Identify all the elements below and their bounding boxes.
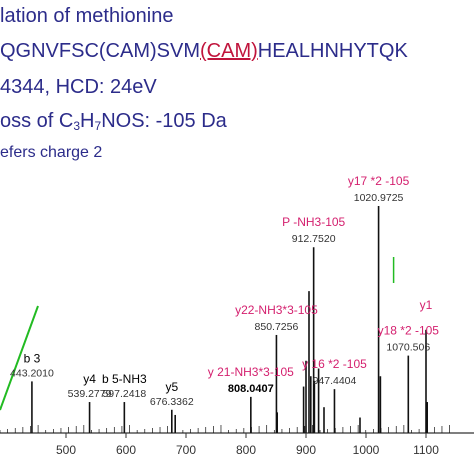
- ion-annotation-label: b 5-NH3: [102, 372, 147, 386]
- loss-sub-1: 3: [73, 119, 81, 133]
- sequence-highlight: (CAM): [200, 40, 258, 62]
- x-tick-label: 800: [236, 443, 256, 457]
- x-tick-label: 1000: [353, 443, 380, 457]
- ion-annotation-label: y 21-NH3*3-105: [208, 365, 294, 379]
- mz-value-label: 947.4404: [313, 375, 357, 387]
- ion-annotation-label: b 3: [24, 351, 41, 365]
- x-tick-label: 600: [116, 443, 136, 457]
- neutral-loss-line: oss of C3H7NOS: -105 Da: [0, 110, 227, 133]
- title-line-1: lation of methionine: [0, 5, 173, 28]
- mz-value-label: 1070.506: [386, 342, 430, 354]
- ion-annotation-label: y5: [165, 380, 178, 394]
- scan-info: 4344, HCD: 24eV: [0, 76, 157, 98]
- mz-value-label: 912.7520: [292, 233, 336, 245]
- ion-annotation-label: y4: [83, 372, 96, 386]
- ion-annotation-label: y17 *2 -105: [348, 174, 410, 188]
- x-tick-label: 900: [296, 443, 316, 457]
- peptide-sequence-line: QGNVFSC(CAM)SVM(CAM)HEALHNHYTQK: [0, 40, 408, 63]
- x-tick-label: 700: [176, 443, 196, 457]
- b3-green-marker: [0, 305, 39, 411]
- mz-value-label: 676.3362: [150, 396, 194, 408]
- scan-info-line: 4344, HCD: 24eV: [0, 76, 157, 99]
- loss-sub-2: 7: [94, 119, 102, 133]
- charge-note: efers charge 2: [0, 144, 103, 161]
- loss-text-c: NOS: -105 Da: [101, 110, 227, 132]
- loss-text-b: H: [80, 110, 95, 132]
- mz-value-label: 850.7256: [255, 321, 299, 333]
- ion-annotation-label: y18 *2 -105: [378, 324, 440, 338]
- sequence-after: HEALHNHYTQK: [257, 40, 408, 62]
- ion-annotation-label: y22-NH3*3-105: [235, 303, 318, 317]
- title-text: lation of methionine: [0, 5, 174, 27]
- ion-annotation-label: P -NH3-105: [282, 215, 345, 229]
- ion-annotation-label: y1: [420, 298, 433, 312]
- x-tick-label: 500: [56, 443, 76, 457]
- mz-value-label: 808.0407: [228, 383, 274, 395]
- mz-value-label: 1020.9725: [354, 192, 404, 204]
- sequence-before: QGNVFSC(CAM)SVM: [0, 40, 200, 62]
- x-tick-label: 1100: [413, 443, 439, 457]
- charge-note-line: efers charge 2: [0, 144, 102, 162]
- loss-text-a: oss of C: [0, 110, 74, 132]
- mz-value-label: 443.2010: [10, 367, 54, 379]
- mz-value-label: 597.2418: [102, 388, 146, 400]
- ion-annotation-label: y 16 *2 -105: [302, 357, 367, 371]
- mz-value-label: 539.2779: [68, 388, 112, 400]
